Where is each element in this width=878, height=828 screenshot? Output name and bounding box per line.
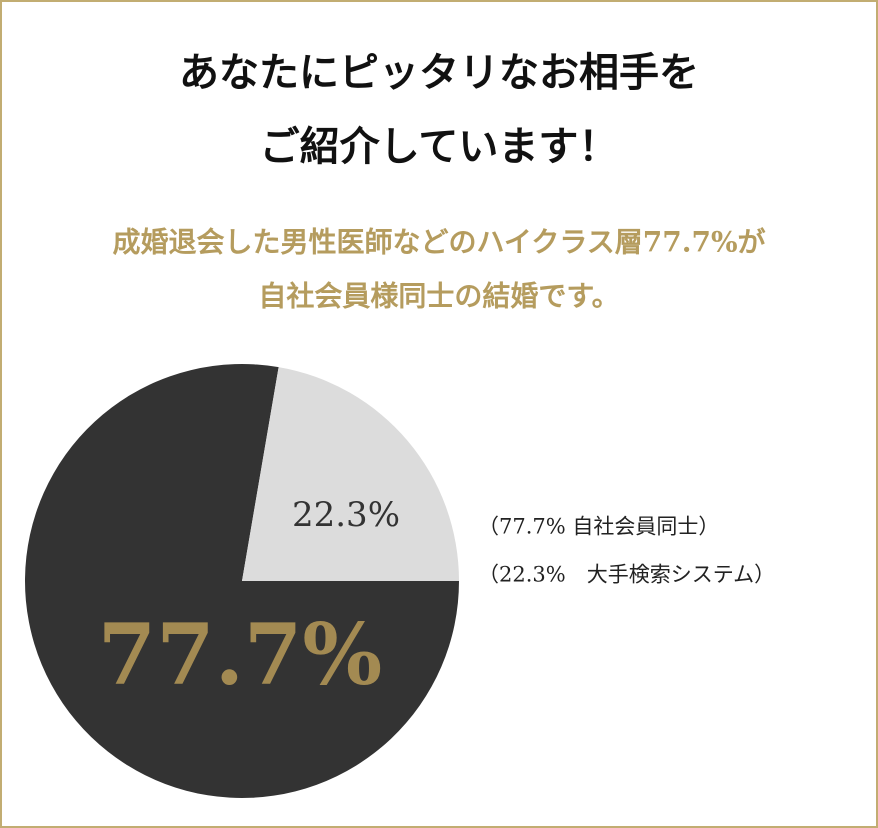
subtitle-line: 成婚退会した男性医師などのハイクラス層77.7%が (112, 226, 765, 259)
legend-entry: （77.7% 自社会員同士） (478, 515, 719, 539)
slice-label: 77.7% (98, 605, 382, 704)
title-line: あなたにピッタリなお相手を (179, 49, 699, 96)
title-line: ご紹介しています！ (260, 123, 619, 170)
pie-slice (242, 367, 459, 581)
subtitle-line: 自社会員様同士の結婚です。 (258, 280, 619, 313)
legend-entry: （22.3% 大手検索システム） (478, 563, 775, 587)
slice-label: 22.3% (292, 495, 400, 535)
